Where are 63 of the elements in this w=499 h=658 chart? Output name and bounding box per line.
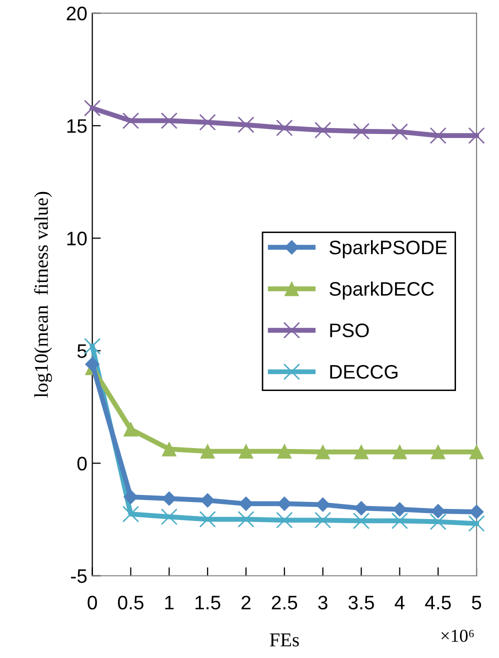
- point: [84, 100, 101, 116]
- y-tick-label: -5: [71, 569, 87, 583]
- point: [238, 444, 254, 459]
- x-tick-label: 2: [242, 596, 250, 610]
- point: [354, 444, 369, 460]
- point: [162, 491, 176, 506]
- point: [314, 512, 332, 528]
- y-tick-label: 15: [67, 119, 87, 133]
- point: [469, 444, 484, 460]
- point: [238, 116, 254, 134]
- point: [316, 497, 330, 512]
- x-tick-label: 4: [394, 596, 405, 610]
- x-tick-label: 2.5: [272, 596, 298, 610]
- x-tick-label: 1: [165, 596, 174, 610]
- point: [469, 504, 484, 520]
- legend-label: SparkPSODE: [330, 240, 447, 258]
- legend-label: DECCG: [330, 364, 398, 379]
- point: [199, 510, 216, 528]
- point: [122, 506, 140, 522]
- y-axis-title: log10(mean fitness value): [34, 192, 52, 398]
- y-tick-label: 0: [77, 456, 87, 470]
- point: [430, 504, 446, 518]
- point: [391, 512, 408, 530]
- x-axis-title: FEs: [270, 634, 299, 646]
- point: [199, 114, 216, 131]
- point: [391, 123, 408, 140]
- point: [430, 444, 446, 460]
- x-tick-label: 0.5: [118, 596, 144, 610]
- point: [314, 122, 332, 139]
- point: [468, 127, 485, 144]
- x-tick-label: 0: [88, 596, 97, 610]
- y-tick-label: 20: [66, 6, 87, 20]
- x-tick-label: 1.5: [196, 596, 220, 610]
- point: [352, 512, 370, 530]
- point: [122, 112, 140, 130]
- point: [160, 112, 178, 130]
- point: [124, 490, 138, 504]
- point: [85, 356, 100, 372]
- x-tick-label: 4.5: [425, 596, 451, 610]
- point: [276, 512, 293, 528]
- point: [392, 444, 407, 460]
- point: [430, 127, 446, 144]
- y-tick-label: 5: [77, 344, 87, 358]
- point: [162, 442, 176, 456]
- x-tick-label: 5: [472, 596, 482, 610]
- x-tick-label: 3.5: [348, 596, 374, 610]
- point: [468, 515, 485, 532]
- point: [200, 493, 215, 508]
- legend-label: PSO: [330, 324, 369, 338]
- legend-label: SparkDECC: [330, 282, 434, 300]
- point: [277, 444, 292, 459]
- point: [200, 444, 215, 459]
- text: ×10⁶: [441, 630, 474, 642]
- point: [160, 508, 178, 526]
- point: [354, 501, 368, 516]
- point: [430, 513, 446, 530]
- point: [316, 444, 330, 460]
- point: [238, 510, 254, 528]
- x-tick-label: 3: [318, 596, 328, 610]
- point: [123, 422, 138, 437]
- point: [276, 120, 293, 136]
- y-tick-label: 10: [67, 232, 87, 246]
- point: [352, 122, 370, 140]
